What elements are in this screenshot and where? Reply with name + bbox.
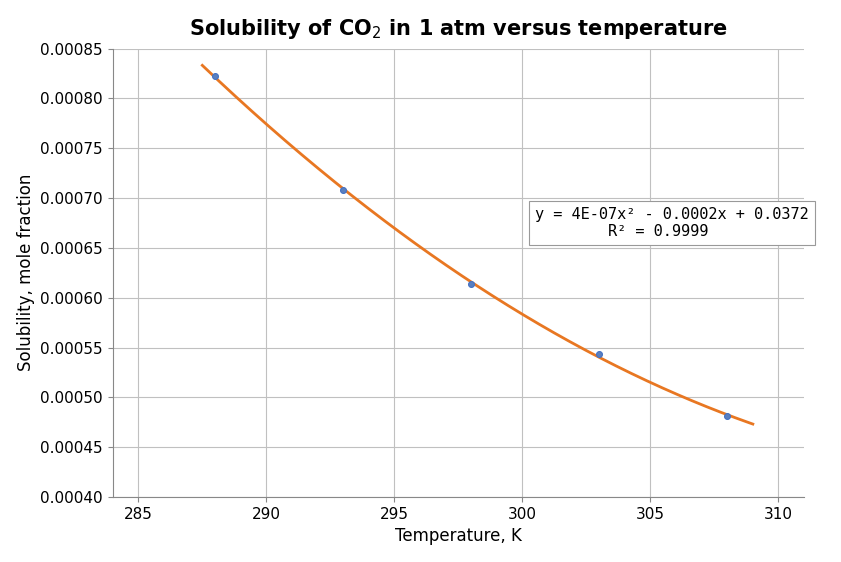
Text: y = 4E-07x² - 0.0002x + 0.0372
        R² = 0.9999: y = 4E-07x² - 0.0002x + 0.0372 R² = 0.99… (535, 207, 809, 239)
Point (464, 279, 478, 288)
Point (209, 72, 222, 81)
Y-axis label: Solubility, mole fraction: Solubility, mole fraction (17, 174, 34, 371)
Point (592, 349, 606, 358)
X-axis label: Temperature, K: Temperature, K (395, 527, 521, 545)
Point (336, 185, 350, 194)
Title: Solubility of CO$_2$ in 1 atm versus temperature: Solubility of CO$_2$ in 1 atm versus tem… (189, 17, 727, 40)
Point (721, 412, 734, 421)
